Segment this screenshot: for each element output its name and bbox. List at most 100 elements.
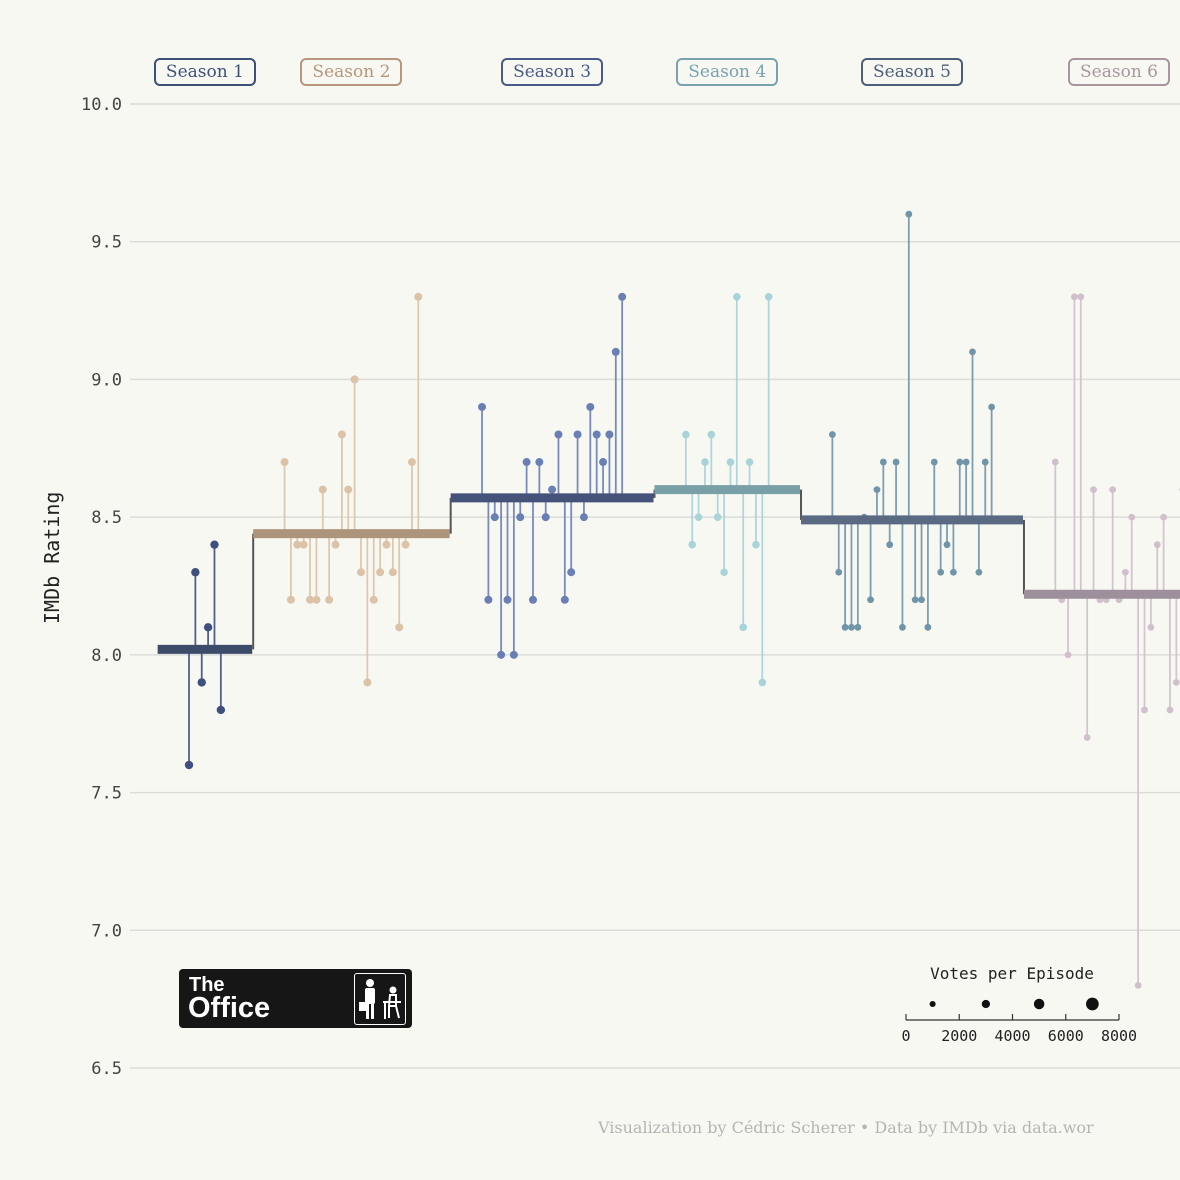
episode-point: [350, 375, 359, 384]
episode-point: [764, 293, 773, 301]
episode-point: [752, 540, 760, 549]
size-legend-point: [1086, 997, 1099, 1011]
episode-point: [605, 430, 614, 439]
episode-point: [1083, 734, 1091, 741]
episode-point: [905, 210, 913, 218]
size-legend-point: [929, 1000, 936, 1008]
episode-point: [694, 513, 703, 521]
episode-point: [879, 458, 887, 466]
episode-point: [1109, 486, 1117, 493]
office-workers-icon: [354, 973, 406, 1025]
episode-point: [841, 623, 849, 631]
episode-point: [535, 458, 544, 467]
episode-point: [382, 540, 391, 549]
episode-point: [490, 513, 499, 522]
episode-point: [950, 568, 957, 576]
episode-point: [930, 458, 938, 466]
episode-point: [867, 596, 874, 604]
y-tick-label: 9.0: [91, 370, 122, 390]
y-axis-title: IMDb Rating: [40, 491, 64, 624]
episode-point: [1121, 568, 1129, 576]
episode-point: [758, 678, 767, 687]
episode-point: [337, 430, 346, 439]
episode-point: [497, 650, 506, 659]
size-legend-tick-label: 4000: [994, 1027, 1030, 1045]
episode-point: [306, 595, 315, 604]
episode-point: [376, 568, 385, 577]
episode-point: [886, 541, 894, 549]
y-tick-label: 10.0: [81, 95, 122, 115]
episode-point: [899, 623, 906, 631]
episode-point: [892, 458, 900, 466]
y-tick-label: 8.0: [91, 646, 122, 666]
episode-point: [1134, 981, 1142, 989]
episode-point: [528, 595, 537, 604]
episode-point: [1153, 541, 1161, 549]
episode-point: [707, 430, 716, 439]
episode-point: [516, 513, 525, 522]
size-legend-point: [1033, 998, 1045, 1010]
episode-point: [407, 458, 416, 467]
episode-point: [1051, 458, 1059, 466]
episode-point: [854, 623, 862, 631]
episode-point: [356, 568, 365, 577]
episode-point: [720, 568, 728, 577]
episode-point: [1147, 623, 1155, 631]
y-tick-label: 6.5: [91, 1059, 122, 1079]
logo-text-office: Office: [188, 992, 271, 1024]
episode-point: [1128, 513, 1136, 521]
y-tick-label: 7.0: [91, 921, 122, 941]
episode-point: [522, 458, 531, 467]
episode-point: [1077, 293, 1085, 301]
episode-point: [554, 430, 563, 439]
episode-point: [331, 540, 340, 549]
episode-point: [745, 458, 754, 466]
episode-point: [197, 678, 206, 687]
episode-point: [325, 595, 334, 604]
y-tick-label: 7.5: [91, 784, 122, 804]
episode-point: [713, 513, 722, 521]
episode-point: [280, 458, 289, 467]
episode-point: [828, 431, 836, 438]
episode-point: [937, 568, 945, 576]
episode-point: [726, 458, 735, 466]
episode-point: [312, 595, 321, 604]
episode-point: [293, 540, 302, 549]
episode-point: [1090, 486, 1097, 493]
episode-point: [191, 568, 200, 577]
caption: Visualization by Cédric Scherer • Data b…: [598, 1118, 1094, 1137]
size-legend-tick-label: 2000: [941, 1027, 977, 1045]
episode-point: [363, 678, 372, 687]
y-tick-label: 9.5: [91, 233, 122, 253]
episode-point: [573, 430, 582, 439]
episode-point: [548, 485, 557, 494]
episode-point: [541, 513, 550, 522]
episode-point: [688, 540, 697, 549]
episode-point: [210, 540, 219, 549]
size-legend-tick-label: 6000: [1048, 1027, 1084, 1045]
size-legend-point: [981, 999, 991, 1009]
episode-point: [1064, 651, 1072, 659]
episode-point: [1172, 679, 1180, 686]
episode-point: [733, 293, 741, 301]
episode-point: [503, 595, 512, 604]
episode-point: [988, 403, 996, 411]
size-legend-title: Votes per Episode: [930, 964, 1094, 983]
episode-point: [414, 292, 423, 301]
the-office-logo: The Office: [179, 969, 412, 1028]
episode-point: [318, 485, 327, 494]
episode-point: [956, 458, 964, 466]
episode-point: [388, 568, 397, 577]
episode-point: [1160, 513, 1168, 521]
episode-point: [560, 595, 569, 604]
episode-point: [1141, 706, 1148, 714]
episode-point: [969, 348, 976, 356]
episode-point: [682, 430, 690, 439]
episode-point: [943, 541, 951, 549]
episode-point: [478, 402, 487, 411]
episode-point: [1166, 706, 1174, 714]
logo-text-the: The: [189, 974, 225, 996]
episode-point: [395, 623, 404, 632]
episode-point: [216, 705, 226, 715]
episode-point: [962, 458, 970, 466]
